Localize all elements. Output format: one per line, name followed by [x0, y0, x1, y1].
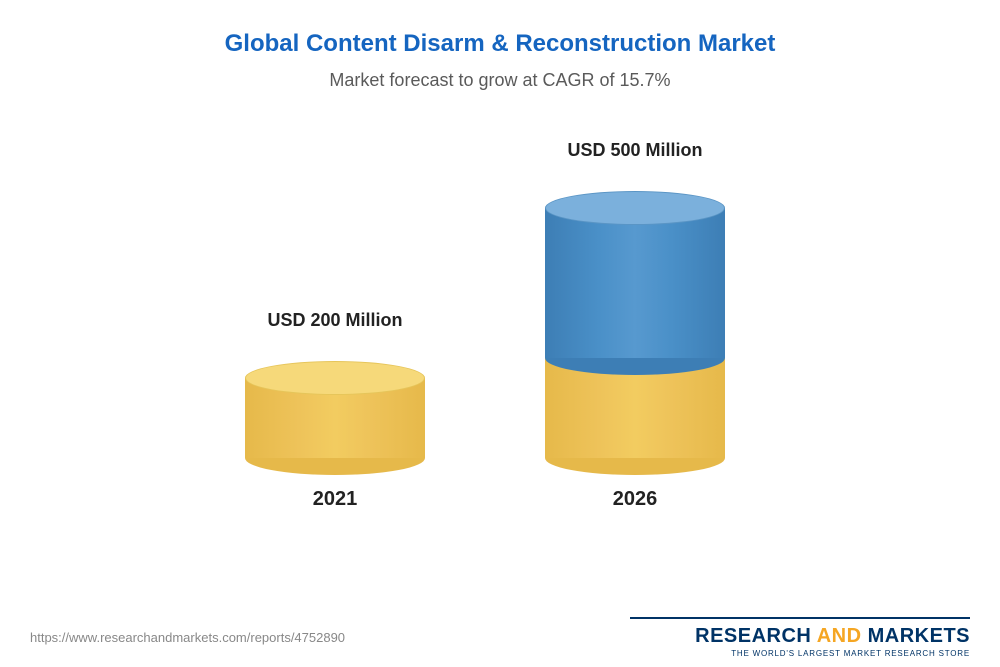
cylinder-2021	[245, 361, 425, 458]
logo: RESEARCH AND MARKETS THE WORLD'S LARGEST…	[630, 617, 970, 658]
logo-part-markets: MARKETS	[868, 625, 970, 647]
bar-2021: USD 200 Million 2021	[245, 310, 425, 511]
bar-2026: USD 500 Million 2026	[545, 140, 725, 511]
cyl-body-blue	[545, 208, 725, 358]
year-label-2026: 2026	[545, 488, 725, 511]
logo-part-research: RESEARCH	[695, 625, 811, 647]
chart-container: Global Content Disarm & Reconstruction M…	[0, 0, 1000, 667]
value-label-2026: USD 500 Million	[545, 140, 725, 161]
logo-tagline: THE WORLD'S LARGEST MARKET RESEARCH STOR…	[630, 649, 970, 658]
chart-subtitle: Market forecast to grow at CAGR of 15.7%	[0, 70, 1000, 91]
footer: https://www.researchandmarkets.com/repor…	[0, 607, 1000, 667]
logo-text: RESEARCH AND MARKETS	[630, 625, 970, 648]
value-label-2021: USD 200 Million	[245, 310, 425, 331]
chart-area: USD 200 Million 2021 USD 500 Million	[0, 131, 1000, 551]
logo-part-and: AND	[817, 625, 862, 647]
cyl-top-blue	[545, 191, 725, 225]
cylinder-2026	[545, 191, 725, 458]
chart-title: Global Content Disarm & Reconstruction M…	[0, 30, 1000, 58]
year-label-2021: 2021	[245, 488, 425, 511]
cyl-top	[245, 361, 425, 395]
source-url: https://www.researchandmarkets.com/repor…	[30, 630, 345, 645]
